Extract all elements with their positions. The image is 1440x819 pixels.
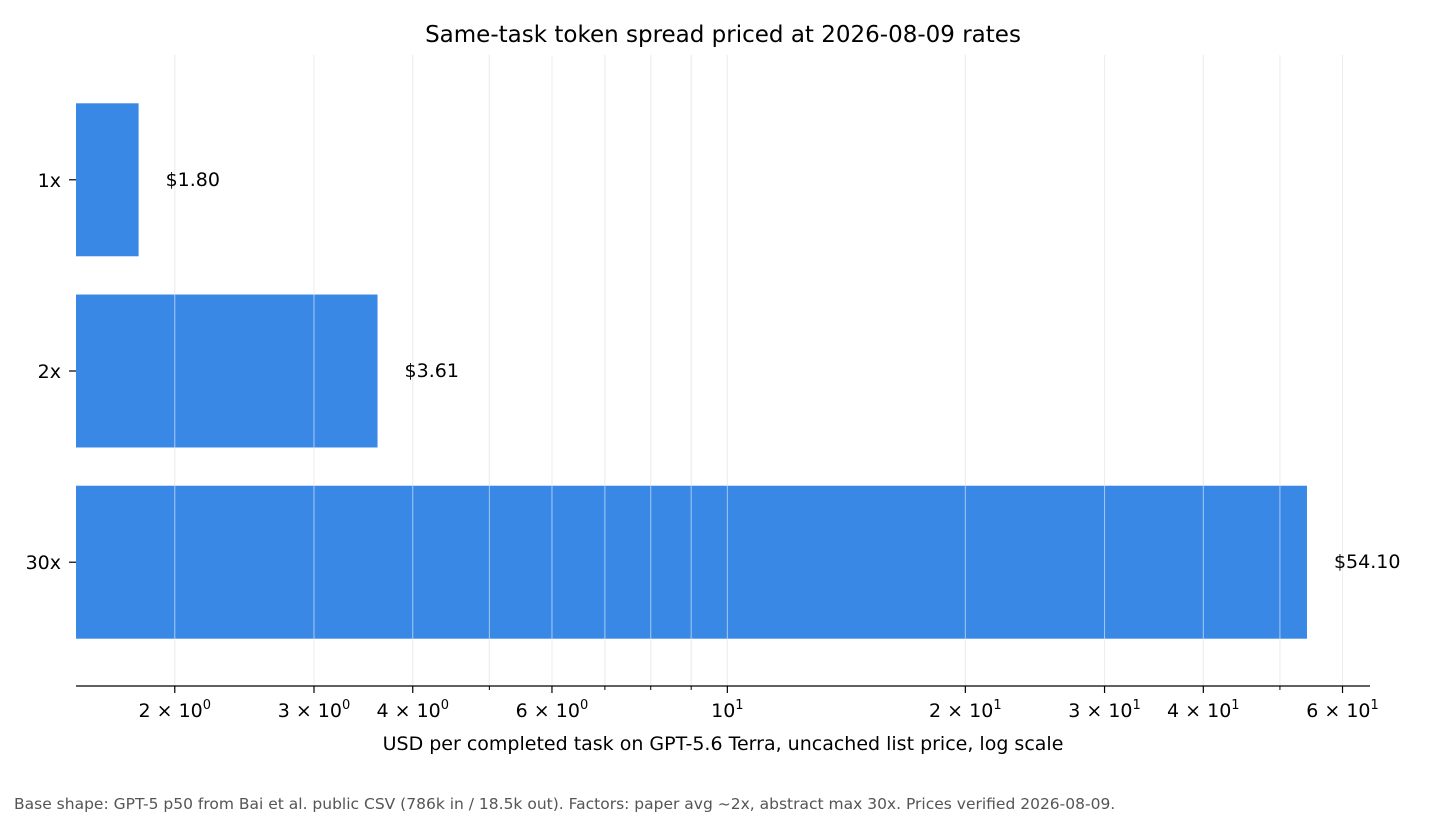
x-tick-label: 2 × 100 xyxy=(138,698,211,722)
value-label: $54.10 xyxy=(1334,551,1400,573)
x-tick-label: 2 × 101 xyxy=(929,698,1002,722)
value-label: $1.80 xyxy=(166,169,220,191)
x-axis-label: USD per completed task on GPT-5.6 Terra,… xyxy=(383,733,1064,755)
y-tick-label: 1x xyxy=(38,170,61,192)
x-tick-label: 6 × 100 xyxy=(516,698,589,722)
bar xyxy=(76,103,139,257)
y-tick-label: 2x xyxy=(38,361,61,383)
chart-title: Same-task token spread priced at 2026-08… xyxy=(425,22,1021,48)
x-tick-label: 101 xyxy=(711,698,743,722)
footnote: Base shape: GPT-5 p50 from Bai et al. pu… xyxy=(14,795,1116,813)
axes: 1x 2x 30x 2 × 100 3 × 100 4 × 100 6 × 100 101 2 … xyxy=(26,170,1379,722)
grid-lines-over-bars xyxy=(174,55,1344,686)
bar xyxy=(76,294,378,448)
x-tick-label: 3 × 100 xyxy=(278,698,351,722)
x-tick-label: 3 × 101 xyxy=(1068,698,1141,722)
x-tick-label: 6 × 101 xyxy=(1306,698,1379,722)
value-label: $3.61 xyxy=(405,360,459,382)
x-tick-label: 4 × 101 xyxy=(1167,698,1240,722)
y-tick-label: 30x xyxy=(26,552,61,574)
x-tick-label: 4 × 100 xyxy=(376,698,449,722)
value-labels: $1.80 $3.61 $54.10 xyxy=(166,169,1401,573)
